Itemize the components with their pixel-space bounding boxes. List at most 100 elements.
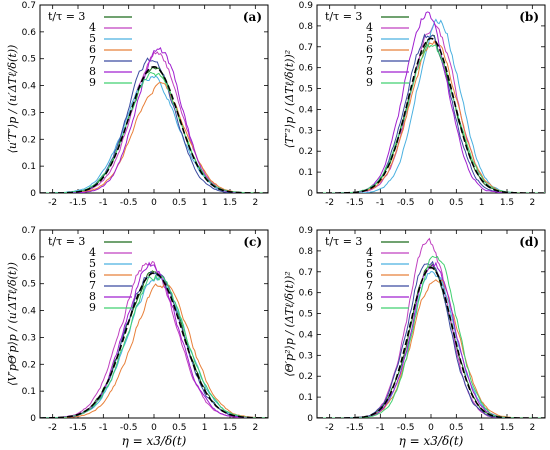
y-tick-label: 0.7 bbox=[299, 268, 313, 278]
legend-label: 8 bbox=[366, 65, 373, 78]
x-tick-label: 2 bbox=[252, 198, 258, 208]
series-line-mean bbox=[317, 266, 545, 418]
series-line-7 bbox=[317, 260, 545, 418]
series-line-6 bbox=[317, 278, 545, 418]
panel-label: (a) bbox=[243, 10, 262, 24]
legend-label: 6 bbox=[89, 268, 96, 281]
series-line-mean bbox=[40, 65, 268, 193]
y-tick-label: 0.3 bbox=[299, 126, 313, 136]
panel-label: (c) bbox=[243, 235, 262, 249]
series-line-9 bbox=[40, 274, 268, 418]
y-tick-label: 0 bbox=[30, 189, 36, 199]
legend-label: 7 bbox=[89, 54, 96, 67]
legend-label: 9 bbox=[89, 76, 96, 89]
y-tick-label: 0.3 bbox=[299, 351, 313, 361]
series-line-7 bbox=[317, 33, 545, 193]
series-line-8 bbox=[317, 261, 545, 418]
y-axis-label: ⟨T″²⟩p / (ΔTℓ/δ(t))² bbox=[283, 50, 296, 148]
y-tick-label: 0.8 bbox=[299, 22, 314, 32]
series-line-5 bbox=[317, 271, 545, 418]
legend-label: 9 bbox=[366, 76, 373, 89]
chart-panel-3: -2 -1.5 -1 -0.5 0 0.5 1 1.5 2 0 0.1 0.2 0.3 0.4 0.5 0.6… bbox=[6, 226, 269, 448]
legend-title: t/τ = 3 bbox=[325, 10, 362, 23]
x-axis-label: η = x3/δ(t) bbox=[122, 434, 187, 448]
legend-label: 7 bbox=[89, 279, 96, 292]
y-tick-label: 0.6 bbox=[299, 64, 314, 74]
y-tick-label: 0.2 bbox=[22, 135, 36, 145]
legend-label: 8 bbox=[89, 65, 96, 78]
y-tick-label: 0.3 bbox=[22, 333, 36, 343]
x-tick-label: -1 bbox=[376, 423, 385, 433]
x-tick-label: 0 bbox=[151, 423, 157, 433]
y-axis-label: ⟨Θ′p²⟩p / (ΔTℓ/δ(t))² bbox=[283, 271, 296, 376]
x-tick-label: 1 bbox=[202, 423, 208, 433]
legend-label: 6 bbox=[89, 43, 96, 56]
series-line-4 bbox=[317, 22, 545, 193]
series-line-7 bbox=[40, 57, 268, 193]
legend-label: 6 bbox=[366, 268, 373, 281]
series-line-6 bbox=[317, 40, 545, 193]
chart-panel-2: -2 -1.5 -1 -0.5 0 0.5 1 1.5 2 0 0.1 0.2 0.3 0.4 0.5 0.6… bbox=[283, 1, 546, 208]
legend-label: 4 bbox=[366, 21, 373, 34]
series-line-9 bbox=[317, 255, 545, 418]
y-tick-label: 0.5 bbox=[22, 280, 36, 290]
legend-label: 9 bbox=[366, 301, 373, 314]
series-line-3 bbox=[40, 66, 268, 193]
y-tick-label: 0.1 bbox=[22, 387, 36, 397]
y-tick-label: 0 bbox=[30, 414, 36, 424]
x-tick-label: 0.5 bbox=[449, 423, 463, 433]
x-tick-label: -0.5 bbox=[397, 198, 415, 208]
x-tick-label: 2 bbox=[252, 423, 258, 433]
x-tick-label: -1.5 bbox=[69, 198, 87, 208]
legend-title: t/τ = 3 bbox=[325, 235, 362, 248]
x-tick-label: -2 bbox=[325, 423, 334, 433]
legend-label: 5 bbox=[366, 257, 373, 270]
chart-panel-4: -2 -1.5 -1 -0.5 0 0.5 1 1.5 2 0 0.1 0.2 0.3 0.4 0.5 0.6… bbox=[283, 226, 546, 448]
y-tick-label: 0.2 bbox=[299, 147, 313, 157]
legend-label: 5 bbox=[89, 257, 96, 270]
y-tick-label: 0.1 bbox=[299, 168, 313, 178]
y-tick-label: 0 bbox=[307, 189, 313, 199]
y-axis-label: ⟨V′pΘ′p⟩p / (u′ΔTℓ/δ(t)) bbox=[6, 262, 19, 386]
panel-label: (b) bbox=[519, 10, 539, 24]
x-tick-label: 0 bbox=[428, 198, 434, 208]
chart-panel-1: -2 -1.5 -1 -0.5 0 0.5 1 1.5 2 0 0.1 0.2 0.3 0.4 0.5 0.6… bbox=[6, 1, 269, 208]
x-tick-label: 0.5 bbox=[172, 198, 186, 208]
plot-frame bbox=[39, 229, 269, 419]
x-tick-label: 0 bbox=[151, 198, 157, 208]
y-tick-label: 0.8 bbox=[299, 247, 314, 257]
x-tick-label: -2 bbox=[325, 198, 334, 208]
series-line-3 bbox=[317, 263, 545, 418]
legend-label: 8 bbox=[366, 290, 373, 303]
x-tick-label: 1 bbox=[202, 198, 208, 208]
series-line-3 bbox=[317, 34, 545, 193]
y-tick-label: 0.7 bbox=[22, 226, 36, 236]
y-tick-label: 0.4 bbox=[22, 307, 37, 317]
legend-label: 4 bbox=[89, 21, 96, 34]
y-tick-label: 0.9 bbox=[299, 226, 314, 236]
y-tick-label: 0.5 bbox=[299, 85, 313, 95]
y-tick-label: 0.6 bbox=[22, 28, 37, 38]
legend-label: 4 bbox=[366, 246, 373, 259]
legend-title: t/τ = 3 bbox=[48, 235, 85, 248]
legend-label: 6 bbox=[366, 43, 373, 56]
series-line-mean bbox=[317, 37, 545, 193]
series-line-5 bbox=[40, 276, 268, 418]
y-tick-label: 0.4 bbox=[299, 330, 314, 340]
legend-label: 8 bbox=[89, 290, 96, 303]
x-tick-label: -2 bbox=[48, 198, 57, 208]
legend-label: 7 bbox=[366, 279, 373, 292]
x-tick-label: -2 bbox=[48, 423, 57, 433]
series-line-4 bbox=[40, 260, 268, 418]
y-tick-label: 0.6 bbox=[299, 289, 314, 299]
x-tick-label: 1 bbox=[479, 198, 485, 208]
legend-label: 5 bbox=[366, 32, 373, 45]
x-tick-label: 2 bbox=[529, 198, 535, 208]
y-tick-label: 0.2 bbox=[22, 360, 36, 370]
y-tick-label: 0.7 bbox=[299, 43, 313, 53]
